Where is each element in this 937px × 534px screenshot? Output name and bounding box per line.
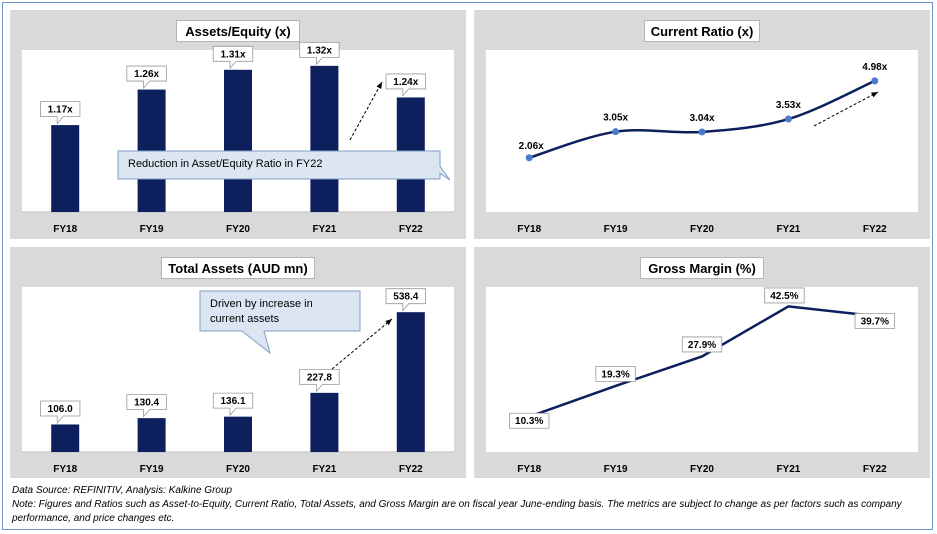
x-tick-label: FY19 <box>140 224 164 235</box>
x-tick-label: FY18 <box>53 464 77 475</box>
callout-text: current assets <box>210 313 280 325</box>
footnote: Note: Figures and Ratios such as Asset-t… <box>12 499 902 524</box>
data-label: 130.4 <box>126 394 167 418</box>
x-tick-label: FY18 <box>517 464 541 475</box>
total-assets-chart: 106.0 FY18 130.4 FY19 136.1 FY20 227.8 FY21 538.… <box>22 287 454 475</box>
current-ratio-chart: 2.06x FY18 3.05x FY19 3.04x FY20 3.53x FY21 4.98… <box>486 50 918 235</box>
chart-title: Gross Margin (%) <box>640 257 764 279</box>
x-tick-label: FY18 <box>53 224 77 235</box>
data-label: 136.1 <box>212 392 254 417</box>
data-label: 19.3% <box>595 365 636 382</box>
bar <box>224 416 252 452</box>
callout-box <box>199 290 361 355</box>
bar <box>310 65 339 212</box>
gross-margin-chart: 10.3% FY18 19.3% FY19 27.9% FY20 42.5% FY21 39.7… <box>486 287 918 475</box>
svg-text:1.17x: 1.17x <box>48 105 73 116</box>
x-tick-label: FY22 <box>399 464 423 475</box>
x-tick-label: FY21 <box>776 224 800 235</box>
data-label: 3.04x <box>689 113 714 124</box>
data-label: 4.98x <box>862 62 887 73</box>
svg-text:1.32x: 1.32x <box>307 45 332 56</box>
callout-text: Driven by increase in <box>210 298 313 310</box>
bar <box>310 392 339 452</box>
trend-arrow <box>813 91 879 127</box>
svg-text:136.1: 136.1 <box>220 396 245 407</box>
svg-text:39.7%: 39.7% <box>861 317 889 328</box>
svg-text:10.3%: 10.3% <box>515 416 543 427</box>
data-point <box>698 128 706 136</box>
x-tick-label: FY20 <box>226 224 250 235</box>
svg-text:1.24x: 1.24x <box>393 77 418 88</box>
data-label: 1.26x <box>126 65 167 90</box>
data-label: 538.4 <box>385 288 426 312</box>
gross-margin-panel: Gross Margin (%) 10.3% FY18 19.3% FY19 27.9%… <box>474 247 930 478</box>
callout-text: Reduction in Asset/Equity Ratio in FY22 <box>128 158 322 170</box>
assets-equity-panel: Assets/Equity (x) 1.17x FY18 1.26x FY19 1.31… <box>10 10 466 239</box>
trend-arrow <box>331 318 393 370</box>
data-point <box>612 128 620 136</box>
bar <box>396 312 425 452</box>
data-point <box>525 154 533 162</box>
x-tick-label: FY20 <box>690 224 714 235</box>
data-label: 1.24x <box>385 73 426 98</box>
data-label: 3.53x <box>776 100 801 111</box>
svg-text:19.3%: 19.3% <box>601 369 629 380</box>
x-tick-label: FY20 <box>226 464 250 475</box>
plot-area <box>486 287 918 452</box>
x-tick-label: FY19 <box>604 224 628 235</box>
svg-text:1.31x: 1.31x <box>220 49 245 60</box>
bar <box>51 424 80 452</box>
current-ratio-panel: Current Ratio (x) 2.06x FY18 3.05x FY19 3.04… <box>474 10 930 239</box>
x-tick-label: FY22 <box>863 464 887 475</box>
total-assets-panel: Total Assets (AUD mn) 106.0 FY18 130.4 FY19… <box>10 247 466 478</box>
bar <box>51 125 80 212</box>
trend-arrow-head <box>376 82 382 89</box>
svg-text:538.4: 538.4 <box>393 292 418 303</box>
data-source: Data Source: REFINITIV, Analysis: Kalkin… <box>12 485 233 496</box>
x-tick-label: FY18 <box>517 224 541 235</box>
x-tick-label: FY22 <box>863 224 887 235</box>
callout-box <box>117 150 451 181</box>
bar <box>224 69 252 212</box>
data-point <box>871 77 879 85</box>
data-label: 27.9% <box>681 336 723 353</box>
svg-text:106.0: 106.0 <box>48 404 73 415</box>
svg-text:1.26x: 1.26x <box>134 69 159 80</box>
x-tick-label: FY21 <box>776 464 800 475</box>
svg-text:227.8: 227.8 <box>307 372 332 383</box>
trend-arrow-head <box>385 319 392 326</box>
data-label: 10.3% <box>509 412 550 429</box>
svg-text:42.5%: 42.5% <box>770 291 798 302</box>
data-label: 3.05x <box>603 113 628 124</box>
data-label: 227.8 <box>299 368 340 393</box>
chart-title: Total Assets (AUD mn) <box>161 257 315 279</box>
x-tick-label: FY21 <box>312 224 336 235</box>
assets-equity-chart: 1.17x FY18 1.26x FY19 1.31x FY20 1.32x FY21 1.24… <box>22 41 454 235</box>
data-label: 1.32x <box>299 41 340 66</box>
x-tick-label: FY21 <box>312 464 336 475</box>
data-point <box>784 115 792 123</box>
data-label: 1.31x <box>212 45 254 70</box>
bar <box>137 418 166 452</box>
x-tick-label: FY20 <box>690 464 714 475</box>
svg-text:27.9%: 27.9% <box>688 340 716 351</box>
chart-title: Assets/Equity (x) <box>176 20 300 42</box>
trend-arrow-head <box>871 92 878 98</box>
data-label: 2.06x <box>519 141 544 152</box>
x-tick-label: FY22 <box>399 224 423 235</box>
series-line <box>528 305 875 418</box>
x-tick-label: FY19 <box>604 464 628 475</box>
svg-text:130.4: 130.4 <box>134 398 159 409</box>
x-tick-label: FY19 <box>140 464 164 475</box>
footer: Data Source: REFINITIV, Analysis: Kalkin… <box>12 484 924 526</box>
trend-arrow <box>349 81 383 141</box>
data-label: 106.0 <box>40 400 81 425</box>
data-label: 42.5% <box>764 287 805 304</box>
data-label: 39.7% <box>854 313 895 329</box>
data-label: 1.17x <box>40 101 81 125</box>
chart-title: Current Ratio (x) <box>644 20 760 42</box>
